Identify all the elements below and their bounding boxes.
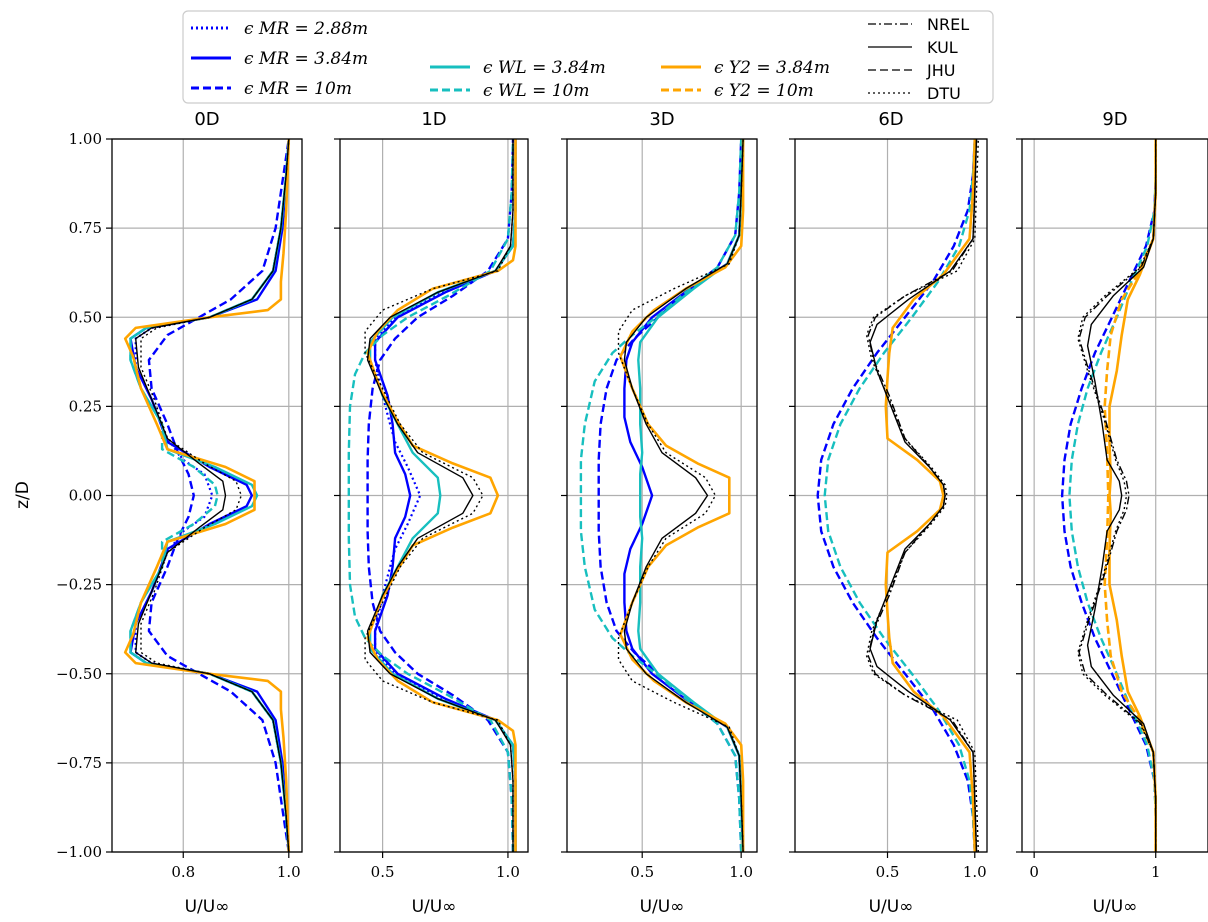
- series-nrel-line: [1078, 139, 1157, 852]
- legend-label: ϵ Y2 = 10m: [714, 81, 814, 101]
- series-mr-10m-line: [1060, 139, 1157, 852]
- x-tick-label: 1: [1151, 863, 1161, 881]
- series-group: [347, 139, 517, 852]
- series-nrel-line: [867, 139, 978, 852]
- y-tick-label: 0.75: [69, 219, 102, 237]
- y-tick-label: −0.50: [56, 665, 102, 683]
- x-tick-label: 0.8: [171, 863, 195, 881]
- series-mr-10m-line: [366, 139, 515, 852]
- x-tick-label: 0.5: [876, 863, 900, 881]
- x-axis-label: U/U∞: [869, 897, 914, 917]
- y-tick-label: −0.25: [56, 576, 102, 594]
- x-axis-label: U/U∞: [1093, 897, 1138, 917]
- legend-label: JHU: [926, 61, 955, 80]
- legend-label: ϵ WL = 10m: [483, 81, 590, 101]
- series-y2-3_84m-line: [884, 139, 977, 852]
- x-tick-label: 1.0: [496, 863, 520, 881]
- x-tick-label: 0.5: [371, 863, 395, 881]
- series-kul-line: [135, 139, 290, 852]
- y-tick-label: 0.25: [69, 397, 102, 415]
- panel-0d: −1.00−0.75−0.50−0.250.000.250.500.751.00…: [56, 109, 303, 917]
- legend-label: DTU: [927, 84, 961, 103]
- x-axis-label: U/U∞: [185, 897, 230, 917]
- y-axis-label: z/D: [13, 481, 33, 509]
- legend-label: ϵ Y2 = 3.84m: [714, 58, 830, 78]
- x-tick-label: 1.0: [729, 863, 753, 881]
- series-wl-10m-line: [347, 139, 515, 852]
- x-tick-label: 0.5: [630, 863, 654, 881]
- series-kul-line: [366, 139, 514, 852]
- legend-label: NREL: [927, 15, 969, 34]
- x-tick-label: 1.0: [277, 863, 301, 881]
- series-wl-10m-line: [1068, 139, 1157, 852]
- series-y2-10m-line: [1103, 139, 1157, 852]
- panel-title: 0D: [194, 109, 219, 130]
- x-tick-label: 0: [1029, 863, 1039, 881]
- series-kul-line: [1086, 139, 1157, 852]
- series-dtu-line: [1077, 139, 1157, 852]
- panel-title: 6D: [878, 109, 903, 130]
- series-group: [123, 139, 291, 852]
- x-axis-label: U/U∞: [412, 897, 457, 917]
- panel-1d: 0.5 1.0 1D U/U∞: [334, 109, 529, 917]
- panel-3d: 0.5 1.0 3D U/U∞: [561, 109, 758, 917]
- series-dtu-line: [617, 139, 744, 852]
- x-tick-label: 1.0: [963, 863, 987, 881]
- series-y2-3_84m-line: [123, 139, 291, 852]
- panel-9d: 0 1 9D U/U∞: [1016, 109, 1208, 917]
- series-group: [816, 139, 979, 852]
- panel-title: 3D: [649, 109, 674, 130]
- y-tick-label: −1.00: [56, 843, 102, 861]
- legend-label: KUL: [927, 38, 958, 57]
- series-mr-10m-line: [816, 139, 976, 852]
- series-group: [579, 139, 745, 852]
- series-mr-3_84m-line: [129, 139, 290, 852]
- legend-label: ϵ MR = 2.88m: [244, 19, 368, 39]
- series-group: [1060, 139, 1157, 852]
- series-wl-10m-line: [823, 139, 976, 852]
- y-tick-label: −0.75: [56, 754, 102, 772]
- series-mr-3_84m-line: [373, 139, 517, 852]
- legend: ϵ MR = 2.88m ϵ MR = 3.84m ϵ MR = 10m ϵ WL =…: [182, 10, 994, 104]
- panel-title: 9D: [1102, 109, 1127, 130]
- series-mr-10m-line: [147, 139, 290, 852]
- series-wl-3_84m-line: [637, 139, 745, 852]
- panel-6d: 0.5 1.0 6D U/U∞: [789, 109, 988, 917]
- legend-label: ϵ MR = 3.84m: [244, 49, 368, 69]
- y-tick-label: 0.00: [69, 487, 102, 505]
- legend-label: ϵ WL = 3.84m: [483, 58, 606, 78]
- panels: −1.00−0.75−0.50−0.250.000.250.500.751.00…: [56, 109, 1208, 917]
- y-tick-label: 0.50: [69, 308, 102, 326]
- y-tick-label: 1.00: [69, 130, 102, 148]
- legend-box: [182, 10, 994, 104]
- series-kul-line: [623, 139, 744, 852]
- panel-title: 1D: [421, 109, 446, 130]
- legend-label: ϵ MR = 10m: [244, 79, 352, 99]
- x-axis-label: U/U∞: [640, 897, 685, 917]
